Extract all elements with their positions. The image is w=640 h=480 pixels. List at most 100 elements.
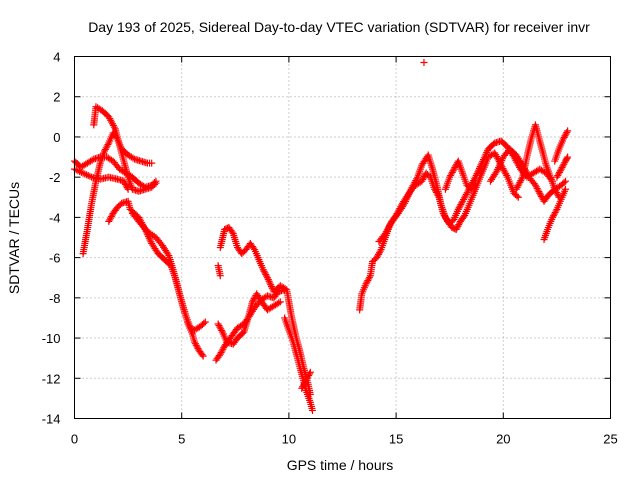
data-point <box>152 179 160 187</box>
data-point <box>148 159 156 167</box>
data-point <box>550 210 558 218</box>
series-trace-18 <box>540 185 569 244</box>
data-point <box>219 345 227 353</box>
data-point <box>104 141 112 149</box>
data-point <box>72 166 80 174</box>
data-point <box>86 172 94 180</box>
data-point <box>106 216 114 224</box>
data-point <box>514 193 522 201</box>
data-point <box>216 350 224 358</box>
data-point <box>418 177 426 185</box>
x-axis-label: GPS time / hours <box>287 457 394 473</box>
data-point <box>563 154 571 162</box>
data-point <box>301 378 309 386</box>
series-trace-12 <box>298 368 314 392</box>
data-point <box>413 175 421 183</box>
series-outlier <box>420 59 428 67</box>
data-point <box>552 207 560 215</box>
data-point <box>551 209 559 217</box>
y-tick-label: 0 <box>53 130 60 145</box>
data-point <box>303 375 311 383</box>
series-trace-7 <box>212 286 289 364</box>
data-point <box>552 187 560 195</box>
data-point <box>420 59 428 67</box>
data-point <box>304 373 312 381</box>
data-point <box>447 172 455 180</box>
data-point <box>201 318 209 326</box>
series-trace-11 <box>281 314 316 414</box>
y-tick-label: -8 <box>49 291 61 306</box>
data-point <box>453 224 461 232</box>
series-trace-9 <box>216 223 314 398</box>
data-point <box>420 174 428 182</box>
x-tick-labels: 0 5 10 15 20 25 <box>71 432 618 447</box>
data-point <box>122 180 130 188</box>
data-point <box>553 190 561 198</box>
x-tick-label: 5 <box>178 432 185 447</box>
data-point <box>503 171 511 179</box>
axis-ticks <box>74 56 611 419</box>
data-point <box>81 170 89 178</box>
data-point <box>216 323 224 331</box>
y-tick-label: -12 <box>42 371 61 386</box>
data-point <box>419 176 427 184</box>
data-point <box>560 179 568 187</box>
data-point <box>561 177 569 185</box>
series-trace-16 <box>486 145 569 205</box>
data-point <box>448 168 456 176</box>
data-point <box>446 173 454 181</box>
data-point <box>449 167 457 175</box>
x-tick-label: 0 <box>71 432 78 447</box>
data-point <box>200 319 208 327</box>
x-tick-label: 15 <box>389 432 403 447</box>
data-point <box>217 325 225 333</box>
data-point <box>555 170 563 178</box>
data-point <box>103 142 111 150</box>
data-point <box>471 179 479 187</box>
data-point <box>454 222 462 230</box>
data-point <box>455 221 463 229</box>
data-point <box>551 185 559 193</box>
y-tick-label: -2 <box>49 170 61 185</box>
data-point <box>305 371 313 379</box>
data-point <box>555 168 563 176</box>
data-point <box>299 383 307 391</box>
data-point <box>191 338 199 346</box>
data-point <box>79 169 87 177</box>
series-trace-8 <box>214 290 284 348</box>
data-point <box>199 352 207 360</box>
data-point <box>375 250 383 258</box>
series-trace-5 <box>105 197 207 360</box>
data-point <box>262 271 270 279</box>
x-tick-label: 10 <box>282 432 296 447</box>
data-point <box>107 213 115 221</box>
data-point <box>554 172 562 180</box>
data-point <box>533 184 541 192</box>
data-point <box>559 135 567 143</box>
series-trace-19 <box>551 127 572 165</box>
data-point <box>263 272 271 280</box>
data-point <box>450 165 458 173</box>
data-point <box>164 250 172 258</box>
chart-title: Day 193 of 2025, Sidereal Day-to-day VTE… <box>88 19 590 35</box>
data-point <box>193 343 201 351</box>
data-point <box>275 299 283 307</box>
data-point <box>217 349 225 357</box>
data-marks <box>71 59 572 414</box>
data-point <box>563 129 571 137</box>
data-point <box>460 213 468 221</box>
data-point <box>553 173 561 181</box>
data-point <box>107 214 115 222</box>
data-point <box>559 162 567 170</box>
data-point <box>192 341 200 349</box>
data-point <box>102 144 110 152</box>
data-point <box>456 202 464 210</box>
y-tick-label: -14 <box>42 412 61 427</box>
data-point <box>302 376 310 384</box>
series-trace-15 <box>441 157 479 193</box>
data-point <box>77 168 85 176</box>
data-point <box>536 189 544 197</box>
data-point <box>376 247 384 255</box>
data-point <box>228 228 236 236</box>
data-point <box>300 380 308 388</box>
